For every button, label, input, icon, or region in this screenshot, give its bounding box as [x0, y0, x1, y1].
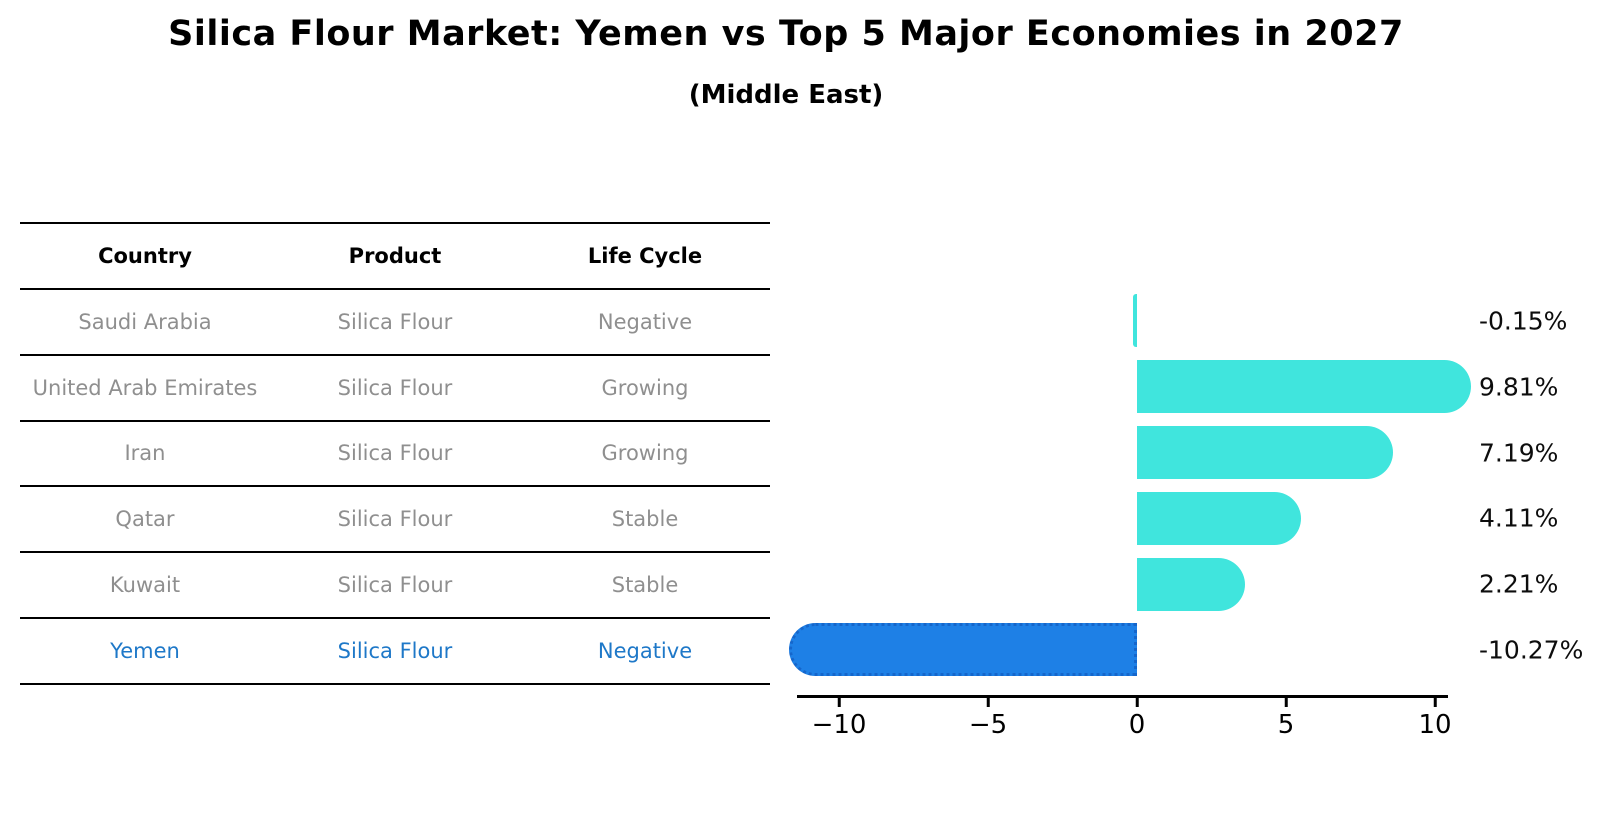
cell-life-cycle: Stable: [611, 507, 679, 532]
x-axis-tickmark-0: [1135, 698, 1139, 707]
x-axis-tick-label-10: 10: [1418, 710, 1452, 740]
value-label-united-arab-emirates: 9.81%: [1479, 372, 1559, 402]
cell-life-cycle: Negative: [597, 309, 693, 334]
table-row-iran: Iran Silica Flour Growing: [20, 419, 770, 486]
cell-life-cycle: Growing: [601, 375, 689, 400]
x-axis-tickmark--10: [837, 698, 841, 707]
table-row-yemen: Yemen Silica Flour Negative: [20, 617, 770, 683]
cell-country: Qatar: [115, 507, 175, 532]
chart-subtitle: (Middle East): [688, 80, 884, 110]
x-axis-line: [797, 695, 1448, 698]
header-cell-product: Product: [348, 244, 442, 268]
bar-united-arab-emirates: [1137, 360, 1472, 414]
value-label-iran: 7.19%: [1479, 438, 1559, 467]
table-header-row: Country Product Life Cycle: [20, 222, 770, 288]
bar-yemen: [788, 623, 1137, 677]
cell-life-cycle: Growing: [601, 441, 689, 466]
cell-life-cycle: Stable: [611, 573, 679, 598]
cell-country: Iran: [124, 441, 166, 466]
x-axis-tick-label--5: −5: [968, 710, 1008, 740]
cell-country: Yemen: [110, 638, 180, 663]
cell-product: Silica Flour: [337, 573, 453, 598]
x-axis-tick-label-0: 0: [1128, 710, 1146, 740]
bar-qatar: [1137, 491, 1302, 545]
table-row-united-arab-emirates: United Arab Emirates Silica Flour Growing: [20, 353, 770, 420]
chart-title: Silica Flour Market: Yemen vs Top 5 Majo…: [168, 14, 1404, 54]
cell-country: United Arab Emirates: [32, 375, 258, 400]
cell-product: Silica Flour: [337, 638, 453, 663]
value-label-saudi-arabia: -0.15%: [1479, 306, 1568, 336]
value-label-yemen: -10.27%: [1479, 635, 1584, 665]
cell-life-cycle: Negative: [597, 638, 693, 663]
cell-product: Silica Flour: [337, 309, 453, 334]
cell-product: Silica Flour: [337, 375, 453, 400]
bar-iran: [1137, 426, 1394, 479]
x-axis-tick-label-5: 5: [1277, 710, 1295, 740]
cell-country: Saudi Arabia: [78, 309, 212, 334]
bar-saudi-arabia: [1132, 294, 1137, 348]
x-axis-tickmark-5: [1284, 698, 1288, 707]
bar-kuwait: [1137, 557, 1245, 611]
table-bottom-line: [20, 682, 770, 685]
x-axis-tick-label--10: −10: [811, 710, 867, 740]
table-row-kuwait: Kuwait Silica Flour Stable: [20, 551, 770, 617]
cell-country: Kuwait: [109, 573, 181, 598]
table-row-qatar: Qatar Silica Flour Stable: [20, 485, 770, 551]
value-label-kuwait: 2.21%: [1479, 569, 1559, 599]
header-cell-country: Country: [98, 244, 192, 268]
cell-product: Silica Flour: [337, 441, 453, 466]
x-axis-tickmark--5: [986, 698, 990, 707]
cell-product: Silica Flour: [337, 507, 453, 532]
header-cell-life-cycle: Life Cycle: [587, 244, 703, 268]
x-axis-tickmark-10: [1433, 698, 1437, 707]
table-row-saudi-arabia: Saudi Arabia Silica Flour Negative: [20, 288, 770, 354]
value-label-qatar: 4.11%: [1479, 503, 1559, 533]
